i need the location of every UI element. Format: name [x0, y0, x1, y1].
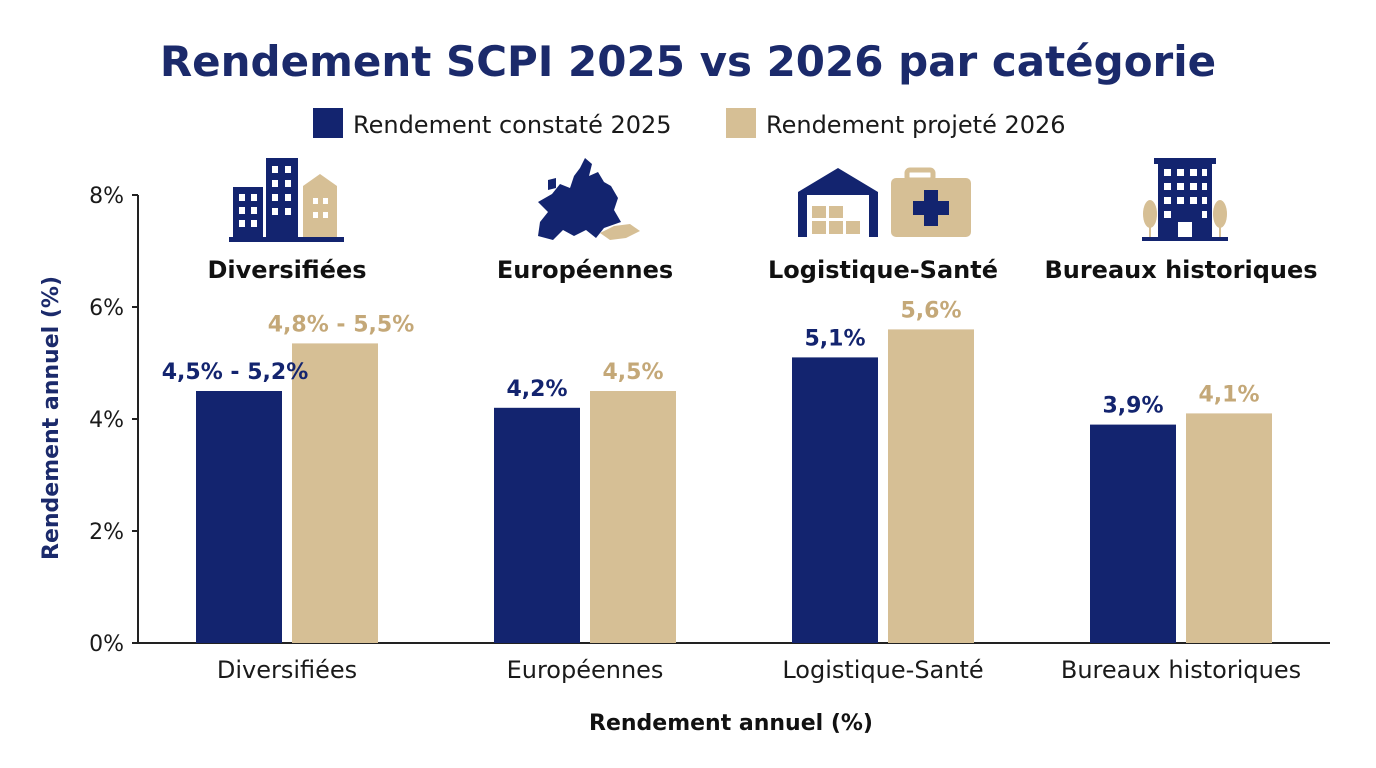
city-buildings-icon: [229, 158, 344, 242]
warehouse-medical-case-icon: [798, 167, 971, 237]
bar-2025: [792, 357, 878, 643]
category-heading: Bureaux historiques: [1044, 256, 1317, 284]
x-tick-label: Bureaux historiques: [1061, 656, 1301, 684]
legend-swatch-2025: [313, 108, 343, 138]
legend: Rendement constaté 2025 Rendement projet…: [313, 108, 1066, 139]
bar-2025: [494, 407, 580, 643]
data-label: 4,5% - 5,2%: [162, 360, 308, 385]
legend-swatch-2026: [726, 108, 756, 138]
x-tick-label: Logistique-Santé: [782, 656, 983, 684]
data-label: 3,9%: [1102, 394, 1163, 419]
legend-label-2025: Rendement constaté 2025: [353, 111, 672, 139]
y-tick-label: 6%: [89, 296, 124, 321]
bar-2026: [590, 391, 676, 643]
category-heading: Européennes: [497, 256, 673, 284]
x-tick-label: Diversifiées: [217, 656, 357, 684]
legend-label-2026: Rendement projeté 2026: [766, 111, 1066, 139]
data-label: 5,6%: [900, 298, 961, 323]
data-label: 4,5%: [602, 360, 663, 385]
x-tick-label: Européennes: [507, 656, 664, 684]
bar-2025: [196, 391, 282, 643]
bar-2026: [292, 343, 378, 643]
y-tick-label: 0%: [89, 632, 124, 657]
bar-2026: [1186, 413, 1272, 643]
y-tick-label: 2%: [89, 520, 124, 545]
data-label: 4,2%: [506, 377, 567, 402]
chart-title: Rendement SCPI 2025 vs 2026 par catégori…: [160, 37, 1216, 86]
x-axis: Diversifiées Européennes Logistique-Santé B…: [138, 642, 1330, 736]
data-label: 5,1%: [804, 326, 865, 351]
y-tick-label: 4%: [89, 408, 124, 433]
bar-2026: [888, 329, 974, 643]
data-label: 4,8% - 5,5%: [268, 312, 414, 337]
y-axis-label: Rendement annuel (%): [39, 276, 64, 560]
europe-map-icon: [538, 158, 640, 240]
y-tick-label: 8%: [89, 184, 124, 209]
category-heading: Logistique-Santé: [768, 256, 998, 284]
office-tower-icon: [1142, 158, 1228, 241]
y-axis: 0% 2% 4% 6% 8% Rendement annuel (%): [39, 184, 139, 657]
category-heading: Diversifiées: [207, 256, 366, 284]
x-axis-label: Rendement annuel (%): [589, 711, 873, 736]
bar-2025: [1090, 424, 1176, 643]
data-label: 4,1%: [1198, 382, 1259, 407]
